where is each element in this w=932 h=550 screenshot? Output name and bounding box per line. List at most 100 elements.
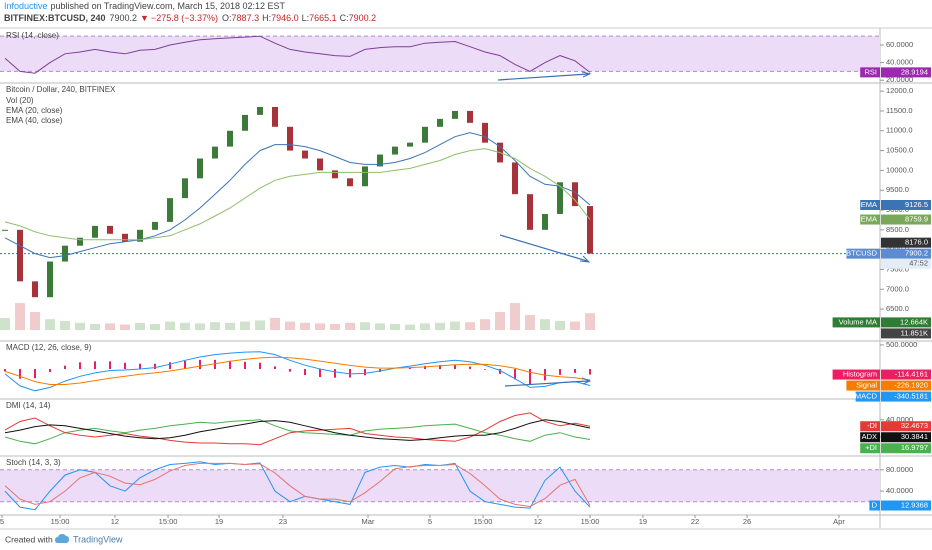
badge-name-box xyxy=(846,248,880,259)
symbol: BITFINEX:BTCUSD, 240 xyxy=(4,13,106,23)
histogram-bar xyxy=(574,369,577,373)
badge-value: 11.851K xyxy=(901,328,928,337)
ohlc-key: O: xyxy=(222,13,232,23)
countdown: 47:52 xyxy=(909,259,928,268)
candle xyxy=(271,106,278,127)
ohlc-key: H: xyxy=(262,13,271,23)
x-tick-label: 22 xyxy=(691,517,699,526)
badge-value: 12.9368 xyxy=(901,500,928,509)
badge-name: Volume MA xyxy=(839,317,877,326)
value-badge xyxy=(881,214,931,225)
y-tick-label: 10000.0 xyxy=(886,165,913,174)
volume-bar xyxy=(389,324,400,330)
volume-bar xyxy=(134,322,145,330)
badge-name-box xyxy=(860,443,880,454)
publish-line: Infoductive published on TradingView.com,… xyxy=(4,1,286,11)
y-tick-label: 40.0000 xyxy=(886,415,913,424)
band xyxy=(0,36,880,72)
histogram-bar xyxy=(138,363,141,370)
histogram-bar xyxy=(514,369,517,380)
x-tick-label: 15:00 xyxy=(159,517,178,526)
volume-bar xyxy=(164,321,175,330)
badge-name: EMA xyxy=(861,200,877,209)
candle xyxy=(151,221,158,230)
ohlc-key: C: xyxy=(340,13,349,23)
volume-bar xyxy=(194,323,205,330)
histogram-bar xyxy=(153,363,156,370)
volume-bar xyxy=(404,324,415,330)
volume-bar xyxy=(29,312,40,330)
volume-bar xyxy=(269,318,280,330)
badge-value: 8176.0 xyxy=(905,238,928,247)
badge-name-box xyxy=(832,369,880,380)
badge-name: -DI xyxy=(867,421,877,430)
indicator-line xyxy=(4,148,591,241)
value-badge xyxy=(881,380,931,391)
candle xyxy=(467,110,474,123)
candle xyxy=(226,130,233,147)
y-tick-label: 8500.0 xyxy=(886,225,909,234)
volume-bar xyxy=(89,324,100,330)
y-tick-label: 11000.0 xyxy=(886,126,913,135)
y-tick-label: 40.0000 xyxy=(886,58,913,67)
value-badge xyxy=(881,421,931,432)
volume-bar xyxy=(314,323,325,330)
value-badge xyxy=(881,391,931,402)
panel-title: Bitcoin / Dollar, 240, BITFINEX xyxy=(6,85,116,94)
candle xyxy=(256,106,263,115)
badge-name-box xyxy=(869,500,880,511)
badge-value: -340.5181 xyxy=(894,392,928,401)
volume-bar xyxy=(374,323,385,330)
volume-bar xyxy=(44,319,55,330)
x-tick-label: 5 xyxy=(0,517,4,526)
histogram-bar xyxy=(108,361,111,370)
histogram-bar xyxy=(183,360,186,370)
candle xyxy=(542,213,549,230)
candle xyxy=(482,122,489,143)
value-badge xyxy=(881,328,931,339)
histogram-bar xyxy=(93,361,96,370)
indicator-line xyxy=(4,35,591,74)
badge-value: 12.664K xyxy=(900,317,928,326)
badge-name-box xyxy=(860,432,880,443)
candle xyxy=(587,206,594,254)
candle xyxy=(181,178,188,199)
candle xyxy=(346,178,353,187)
ohlc-key: L: xyxy=(302,13,310,23)
volume-bar xyxy=(450,321,461,330)
volume-bar xyxy=(419,323,430,330)
change: −275.8 (−3.37%) xyxy=(151,13,218,23)
volume-bar xyxy=(104,323,115,330)
author[interactable]: Infoductive xyxy=(4,1,48,11)
brand[interactable]: TradingView xyxy=(73,534,123,544)
candle xyxy=(406,142,413,147)
volume-bar xyxy=(299,322,310,330)
histogram-bar xyxy=(378,369,381,372)
histogram-bar xyxy=(529,369,532,385)
candle xyxy=(361,166,368,187)
histogram-bar xyxy=(18,369,21,379)
volume-bar xyxy=(344,322,355,330)
y-tick-label: 10500.0 xyxy=(886,146,913,155)
volume-bar xyxy=(510,303,521,330)
histogram-bar xyxy=(363,369,366,376)
indicator-line xyxy=(4,132,591,259)
x-tick-label: 15:00 xyxy=(51,517,70,526)
indicator-line xyxy=(4,461,591,511)
candle xyxy=(61,245,68,262)
annotations xyxy=(497,71,592,387)
badge-name: RSI xyxy=(864,67,877,76)
histogram-bar xyxy=(439,364,441,370)
histogram-bar xyxy=(303,369,306,376)
value-badge xyxy=(881,432,931,443)
y-tick-label: 60.0000 xyxy=(886,40,913,49)
candle xyxy=(557,182,564,214)
y-tick-label: 11500.0 xyxy=(886,106,913,115)
badge-value: 7900.2 xyxy=(905,249,928,258)
x-tick-label: 19 xyxy=(639,517,647,526)
legend-entry: Vol (20) xyxy=(6,96,34,105)
badge-name-box xyxy=(860,67,880,78)
indicator-line xyxy=(4,419,591,441)
candle xyxy=(286,126,293,151)
